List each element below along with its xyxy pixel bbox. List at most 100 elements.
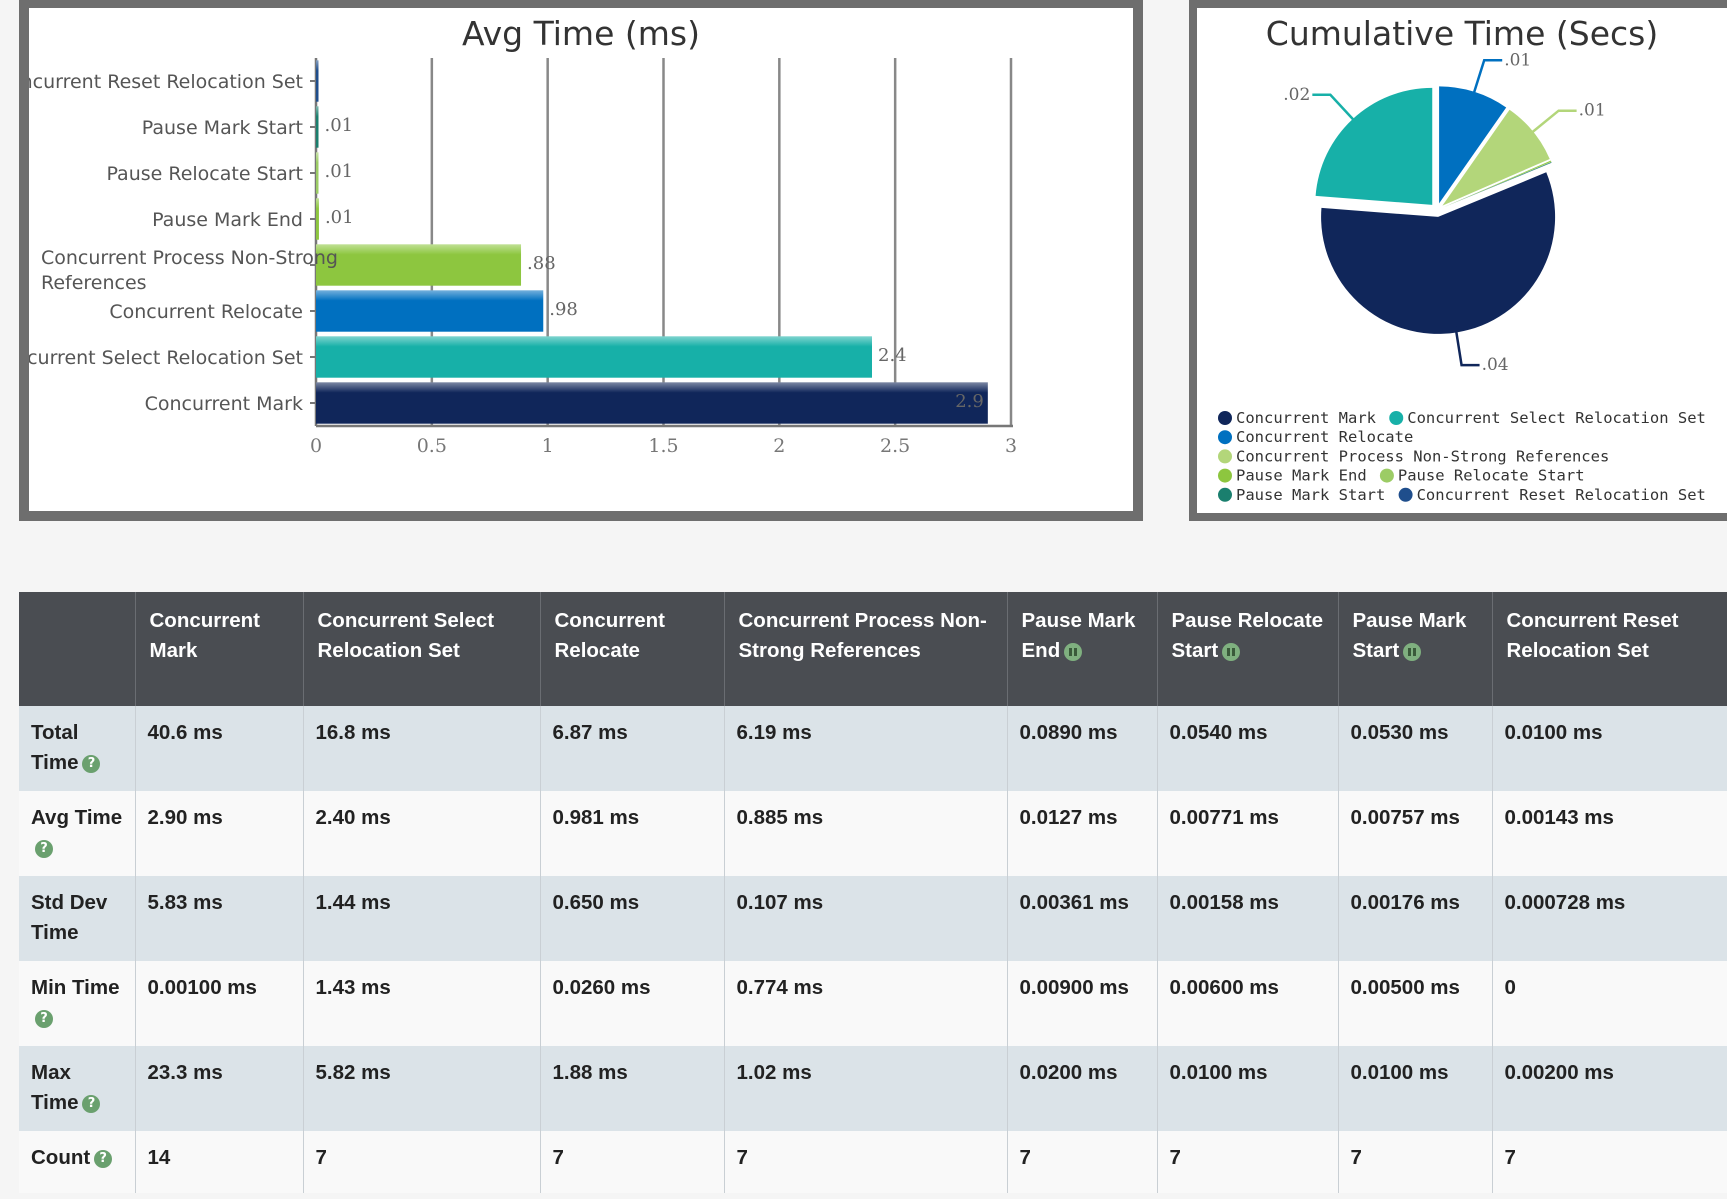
pie-leader-line: [1527, 109, 1577, 137]
pie-slice[interactable]: [1443, 161, 1552, 208]
row-header-cell: Total Time?: [19, 706, 136, 791]
legend-swatch: [1218, 411, 1232, 425]
bar[interactable]: [316, 290, 544, 332]
category-label: Concurrent Reset Relocation Set: [29, 71, 303, 93]
column-header-label: Pause Mark End: [1021, 609, 1136, 662]
row-header-cell: Min Time?: [19, 961, 136, 1046]
column-header: Pause Mark End: [1007, 592, 1158, 706]
table-cell: 16.8 ms: [303, 706, 541, 791]
pie-slice[interactable]: [1321, 172, 1556, 334]
category-label: Pause Mark Start: [142, 117, 303, 139]
help-icon[interactable]: ?: [35, 1009, 53, 1028]
legend-label[interactable]: Concurrent Relocate: [1236, 428, 1413, 446]
table-cell: 0.981 ms: [540, 791, 725, 876]
x-tick-label: 1.5: [648, 435, 678, 457]
x-tick-label: 1: [542, 435, 554, 457]
pie-slice[interactable]: [1439, 86, 1507, 204]
row-header-cell: Count?: [19, 1131, 136, 1193]
column-header: Concurrent Mark: [135, 592, 304, 706]
pie-data-label: .04: [1482, 355, 1509, 375]
data-label: .88: [527, 253, 556, 274]
legend-label[interactable]: Concurrent Reset Relocation Set: [1417, 486, 1706, 504]
data-label: 2.9: [955, 391, 984, 412]
table-row: Std Dev Time 5.83 ms 1.44 ms 0.650 ms 0.107 …: [19, 876, 1727, 961]
table-cell: 7: [724, 1131, 1008, 1193]
x-tick-label: 0: [310, 435, 322, 457]
pie-slice[interactable]: [1443, 160, 1552, 208]
bar[interactable]: [316, 244, 522, 286]
table-cell: 0.00900 ms: [1007, 961, 1158, 1046]
bar[interactable]: [316, 152, 319, 194]
table-cell: 0.00176 ms: [1338, 876, 1493, 961]
column-header-label: Pause Mark Start: [1352, 609, 1467, 662]
legend-label[interactable]: Concurrent Select Relocation Set: [1407, 409, 1706, 427]
table-cell: 14: [135, 1131, 304, 1193]
legend-swatch: [1218, 487, 1232, 502]
bar[interactable]: [316, 382, 988, 424]
category-label: Pause Mark End: [152, 209, 303, 231]
table-cell: 0.00143 ms: [1492, 791, 1727, 876]
column-header-label: Concurrent Reset Relocation Set: [1506, 609, 1679, 662]
table-cell: 0.0100 ms: [1338, 1046, 1493, 1131]
bar[interactable]: [316, 198, 319, 240]
bar[interactable]: [316, 336, 872, 378]
legend-label[interactable]: Pause Mark End: [1236, 467, 1367, 485]
table-cell: 0.0260 ms: [540, 961, 725, 1046]
table-row: Max Time? 23.3 ms 5.82 ms 1.88 ms 1.02 ms 0.0…: [19, 1046, 1727, 1131]
table-cell: 23.3 ms: [135, 1046, 304, 1131]
table-cell: 0.00600 ms: [1157, 961, 1339, 1046]
table-row: Avg Time? 2.90 ms 2.40 ms 0.981 ms 0.885 ms 0…: [19, 791, 1727, 876]
column-header: Concurrent Reset Relocation Set: [1492, 592, 1727, 706]
legend-label[interactable]: Pause Relocate Start: [1398, 467, 1585, 485]
column-header-label: Concurrent Mark: [149, 609, 260, 662]
legend-swatch: [1398, 487, 1413, 502]
table-cell: 0.0100 ms: [1157, 1046, 1339, 1131]
pie-slice[interactable]: [1442, 109, 1550, 206]
pie-leader-line: [1454, 326, 1480, 367]
x-tick-label: 2.5: [880, 435, 910, 457]
legend-swatch: [1379, 468, 1394, 483]
table-cell: 7: [540, 1131, 725, 1193]
bar[interactable]: [316, 60, 319, 102]
table-cell: 1.43 ms: [303, 961, 541, 1046]
table-cell: 0.650 ms: [540, 876, 725, 961]
pie-slice[interactable]: [1443, 162, 1552, 208]
table-cell: 2.40 ms: [303, 791, 541, 876]
cumulative-time-chart: Cumulative Time (Secs) .01 .01 .04 .02 Concu…: [1197, 8, 1727, 513]
pause-icon: [1064, 642, 1083, 661]
data-label: .01: [325, 161, 354, 182]
help-icon[interactable]: ?: [82, 1094, 101, 1113]
pause-icon: [1222, 642, 1241, 661]
table-row: Min Time? 0.00100 ms 1.43 ms 0.0260 ms 0.774…: [19, 961, 1727, 1046]
table-cell: 7: [1157, 1131, 1339, 1193]
table-cell: 0.0100 ms: [1492, 706, 1727, 791]
cumulative-time-pie-chart: .01 .01 .04 .02 Concurrent Mark Concurrent Se…: [1218, 50, 1706, 504]
column-header-label: Concurrent Select Relocation Set: [317, 609, 495, 662]
row-label: Avg Time: [31, 806, 123, 829]
pie-slice[interactable]: [1315, 87, 1433, 205]
avg-time-chart: Avg Time (ms) 0 0.5 1 1.5 2 2.5 3 Concurrent Re…: [29, 8, 1133, 511]
table-cell: 40.6 ms: [135, 706, 304, 791]
legend-label[interactable]: Pause Mark Start: [1236, 486, 1385, 504]
help-icon[interactable]: ?: [94, 1149, 113, 1168]
column-header-label: Concurrent Relocate: [554, 609, 665, 662]
table-row: Total Time? 40.6 ms 16.8 ms 6.87 ms 6.19 ms 0…: [19, 706, 1727, 791]
table-cell: 0.00500 ms: [1338, 961, 1493, 1046]
help-icon[interactable]: ?: [82, 754, 101, 773]
table-cell: 7: [1492, 1131, 1727, 1193]
pie-data-label: .01: [1504, 50, 1531, 70]
help-icon[interactable]: ?: [35, 839, 53, 858]
category-label: Concurrent Mark: [145, 393, 303, 415]
pause-icon: [1403, 642, 1422, 661]
column-header: Concurrent Process Non-Strong References: [724, 592, 1008, 706]
column-header-label: Concurrent Process Non-Strong References: [738, 609, 987, 662]
table-cell: 0.00200 ms: [1492, 1046, 1727, 1131]
table-cell: 0.00771 ms: [1157, 791, 1339, 876]
table-cell: 5.82 ms: [303, 1046, 541, 1131]
table-cell: 0.00158 ms: [1157, 876, 1339, 961]
table-cell: 0.000728 ms: [1492, 876, 1727, 961]
bar[interactable]: [316, 106, 319, 148]
legend-label[interactable]: Concurrent Mark: [1236, 409, 1377, 427]
legend-label[interactable]: Concurrent Process Non-Strong References: [1236, 447, 1609, 465]
pie-slice[interactable]: [1443, 162, 1552, 208]
